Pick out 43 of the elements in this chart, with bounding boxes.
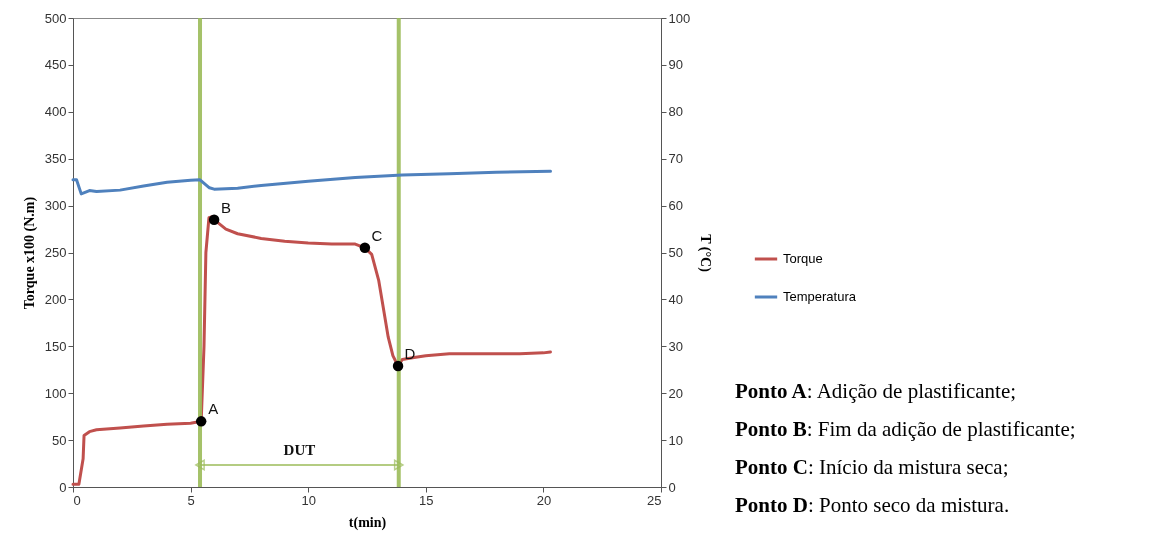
y2-tick-label: 40 xyxy=(668,291,683,307)
y-tick-label: 450 xyxy=(44,57,67,73)
y2-tick-label: 50 xyxy=(668,245,683,260)
y-tick-label: 50 xyxy=(52,432,67,448)
y2-tick-label: 10 xyxy=(668,432,683,448)
y2-tick-label: 0 xyxy=(668,479,676,495)
y2-tick-label: 60 xyxy=(668,198,683,214)
y-tick-label: 300 xyxy=(44,198,67,214)
y2-tick-label: 80 xyxy=(668,104,683,120)
y2-tick-label: 100 xyxy=(668,10,691,26)
x-tick-label: 0 xyxy=(73,492,81,508)
y2-tick-label: 70 xyxy=(668,151,683,167)
y-tick-label: 350 xyxy=(44,151,67,167)
text: Ponto C: Início da mistura seca; xyxy=(735,454,1010,481)
x-tick-label: 25 xyxy=(647,492,662,508)
x-axis-title: t(min) xyxy=(348,514,387,531)
x-tick-label: 5 xyxy=(187,492,195,508)
annotation: A xyxy=(208,400,219,418)
annotation: C xyxy=(371,226,383,244)
annotation: DUT xyxy=(283,442,316,458)
y-tick-label: 250 xyxy=(44,245,67,260)
y-tick-label: 500 xyxy=(44,10,67,26)
y2-tick-label: 20 xyxy=(668,385,683,401)
y2-axis-title: T (°C) xyxy=(697,234,714,273)
text: Ponto A: Adição de plastificante; xyxy=(735,378,1018,405)
annotation: B xyxy=(221,198,232,216)
y2-tick-label: 30 xyxy=(668,338,683,354)
text: Ponto D: Ponto seco da mistura. xyxy=(735,492,1011,519)
x-tick-label: 20 xyxy=(536,492,552,508)
x-tick-label: 15 xyxy=(419,492,434,508)
y-tick-label: 150 xyxy=(44,338,67,354)
y-axis-title: Torque x100 (N.m) xyxy=(21,196,38,310)
y-tick-label: 0 xyxy=(59,479,67,495)
y-tick-label: 400 xyxy=(44,104,67,120)
text: Ponto B: Fim da adição de plastificante; xyxy=(735,416,1076,443)
y-tick-label: 100 xyxy=(44,385,67,401)
line-series xyxy=(71,214,552,486)
y2-tick-label: 90 xyxy=(668,57,683,73)
legend-label: Torque xyxy=(783,251,823,266)
legend-label: Temperatura xyxy=(783,289,857,304)
y-tick-label: 200 xyxy=(44,291,67,307)
x-tick-label: 10 xyxy=(301,492,316,508)
line-series xyxy=(71,169,552,196)
